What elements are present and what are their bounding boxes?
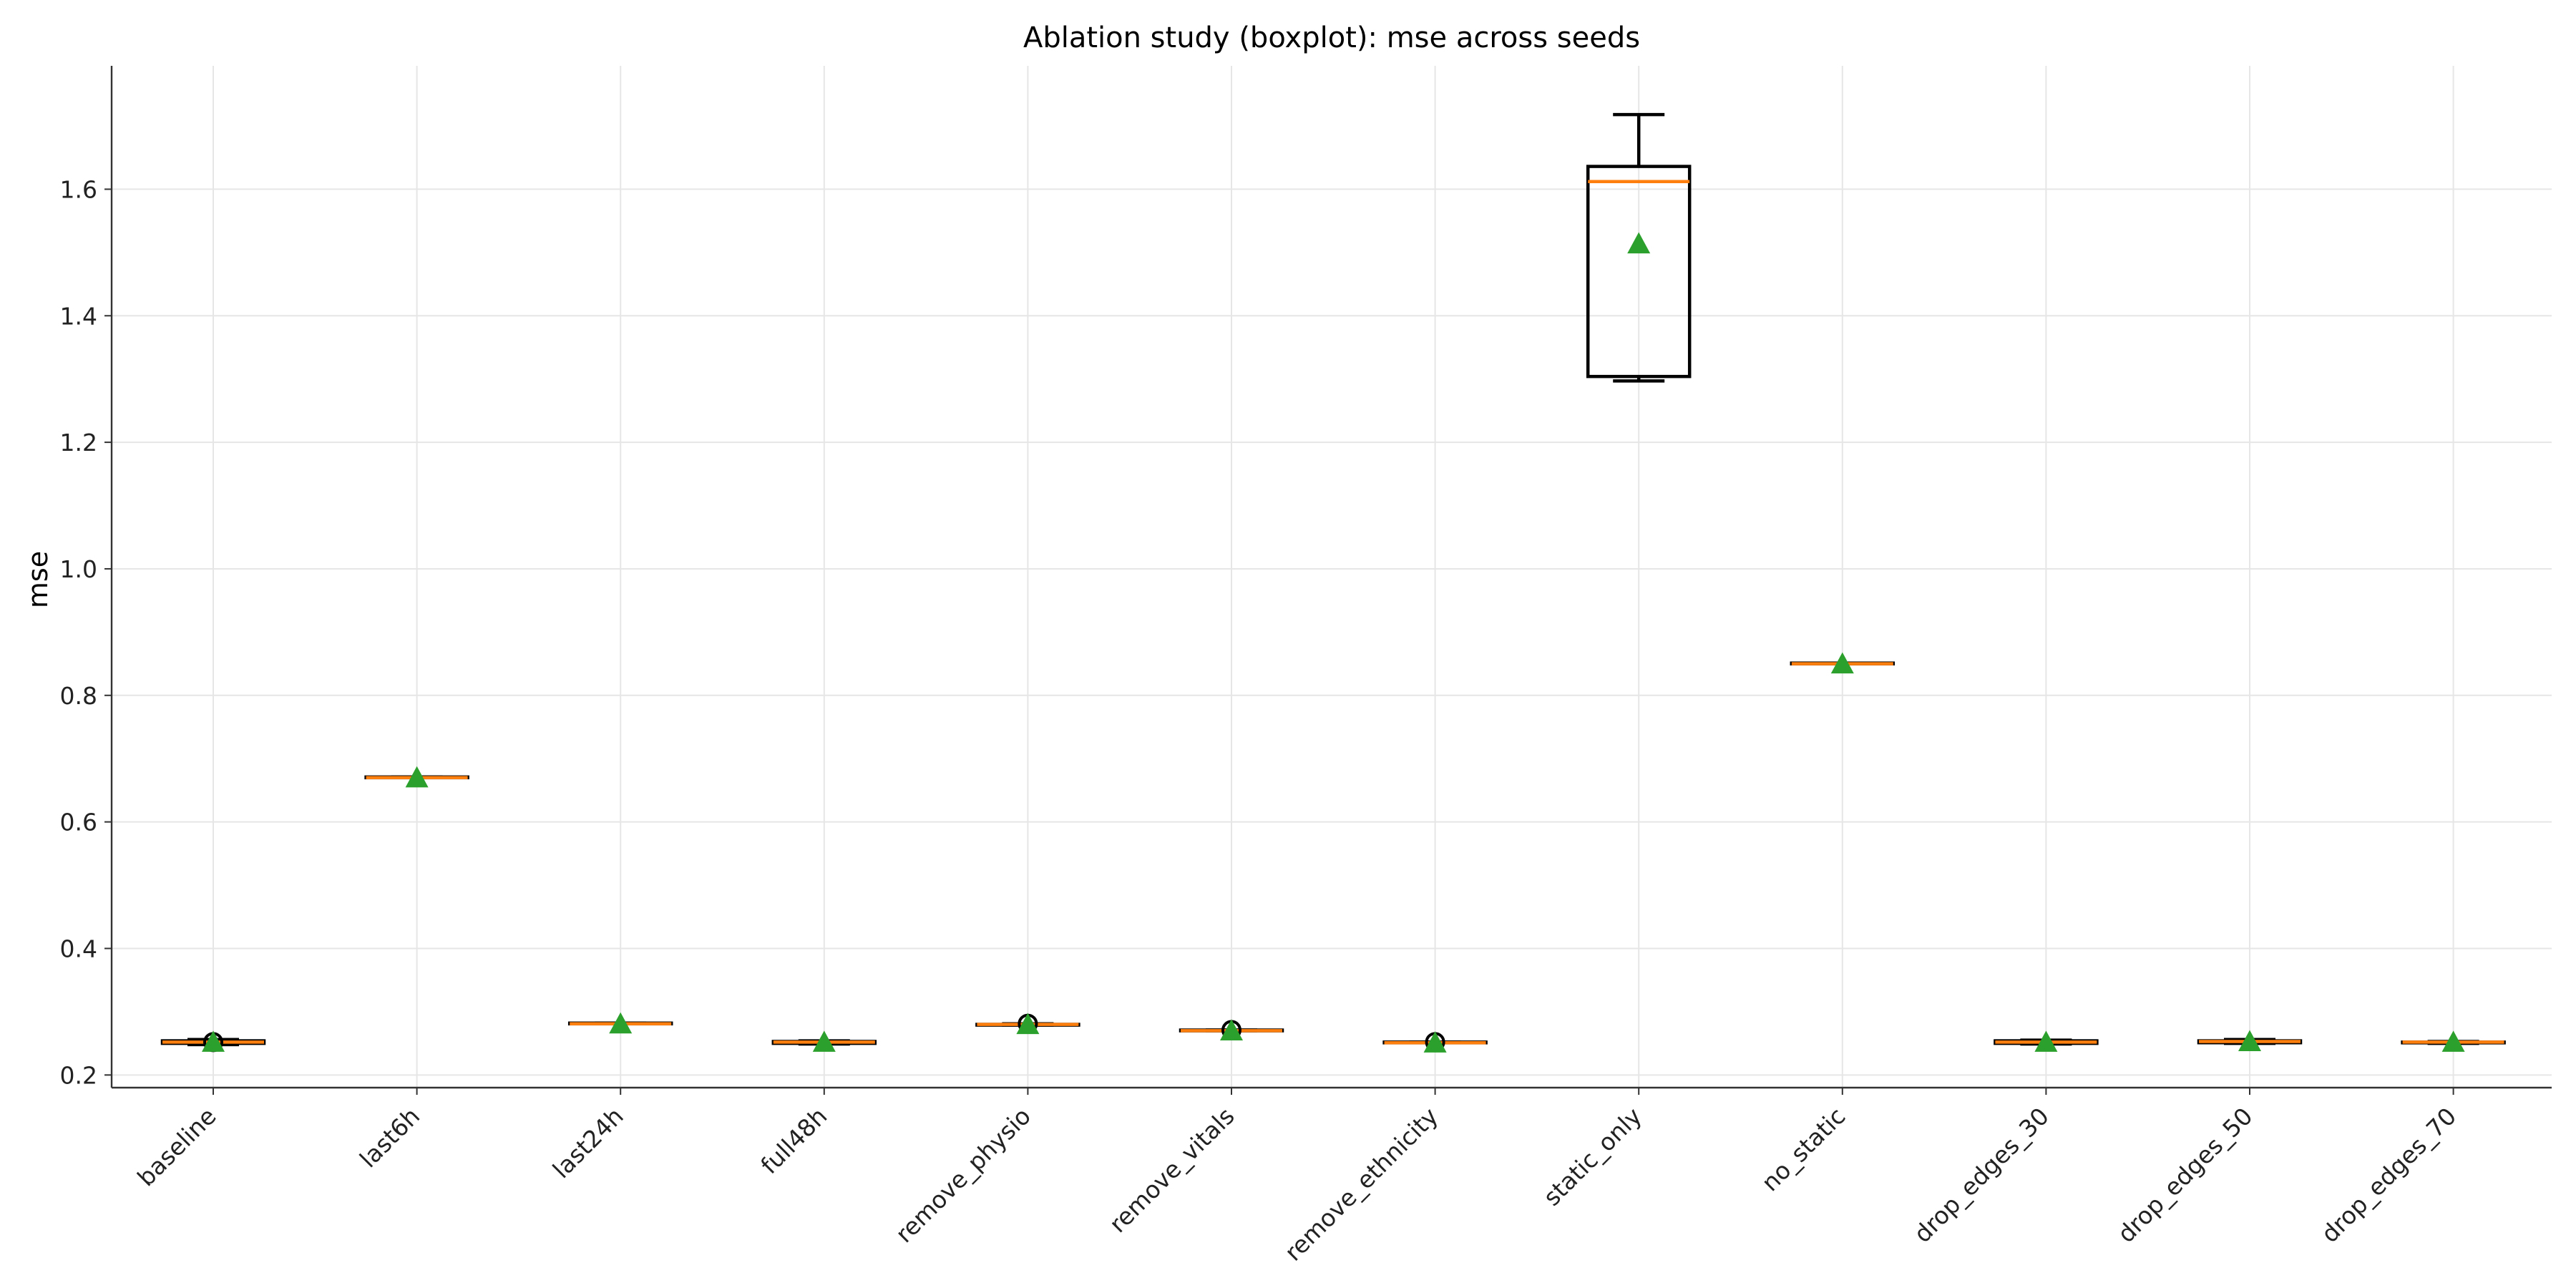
tick-layer: 0.2 0.4 0.6 0.8 1.0 1.2 1.4 1.6 baseline last6h la… [60, 175, 2462, 1266]
box-group-last6h [364, 766, 469, 788]
mean-marker [1627, 232, 1651, 254]
box-group-static_only [1586, 112, 1692, 383]
mean-marker [1220, 1019, 1243, 1041]
box-group-remove_physio [975, 1013, 1080, 1035]
box-group-drop_edges_30 [1994, 1030, 2099, 1052]
y-tick-label: 0.2 [60, 1061, 97, 1089]
iqr-box [1586, 165, 1692, 379]
mean-marker [1423, 1031, 1447, 1053]
x-tick-label: full48h [755, 1102, 832, 1179]
y-tick-label: 1.6 [60, 175, 97, 203]
mean-marker [2441, 1030, 2465, 1052]
x-tick-label: static_only [1538, 1102, 1647, 1211]
mean-marker [1016, 1013, 1040, 1035]
y-tick-label: 0.6 [60, 809, 97, 836]
mean-marker [2238, 1030, 2261, 1052]
x-tick-label: drop_edges_30 [1908, 1102, 2054, 1248]
box-group-remove_ethnicity [1382, 1031, 1488, 1053]
x-tick-label: no_static [1756, 1102, 1850, 1196]
mean-marker [405, 766, 429, 788]
chart-title: Ablation study (boxplot): mse across see… [1023, 21, 1640, 54]
x-tick-label: drop_edges_70 [2316, 1102, 2462, 1248]
x-tick-label: last6h [354, 1102, 425, 1173]
x-tick-label: remove_vitals [1103, 1102, 1239, 1238]
box-group-drop_edges_70 [2401, 1030, 2506, 1052]
y-tick-label: 1.4 [60, 302, 97, 330]
mean-marker [1830, 652, 1854, 674]
box-layer [160, 112, 2506, 1053]
box-group-baseline [160, 1030, 266, 1053]
mean-marker [202, 1030, 225, 1052]
box-group-no_static [1790, 652, 1896, 674]
mean-marker [609, 1012, 633, 1034]
x-tick-label: drop_edges_50 [2112, 1102, 2258, 1248]
x-tick-label: remove_physio [890, 1102, 1036, 1248]
axis-layer [110, 66, 2552, 1089]
y-axis-label: mse [22, 551, 54, 608]
y-tick-label: 0.4 [60, 935, 97, 962]
grid-layer [112, 66, 2552, 1088]
x-tick-label: baseline [132, 1102, 221, 1191]
box-group-drop_edges_50 [2197, 1030, 2303, 1052]
mean-marker [2034, 1030, 2058, 1052]
box-group-last24h [567, 1012, 673, 1034]
y-tick-label: 0.8 [60, 682, 97, 710]
y-tick-label: 1.2 [60, 429, 97, 457]
x-tick-label: remove_ethnicity [1279, 1102, 1444, 1267]
box-group-remove_vitals [1179, 1019, 1284, 1041]
x-tick-label: last24h [547, 1102, 629, 1184]
y-tick-label: 1.0 [60, 555, 97, 583]
box-group-full48h [771, 1030, 877, 1052]
mean-marker [812, 1030, 836, 1052]
